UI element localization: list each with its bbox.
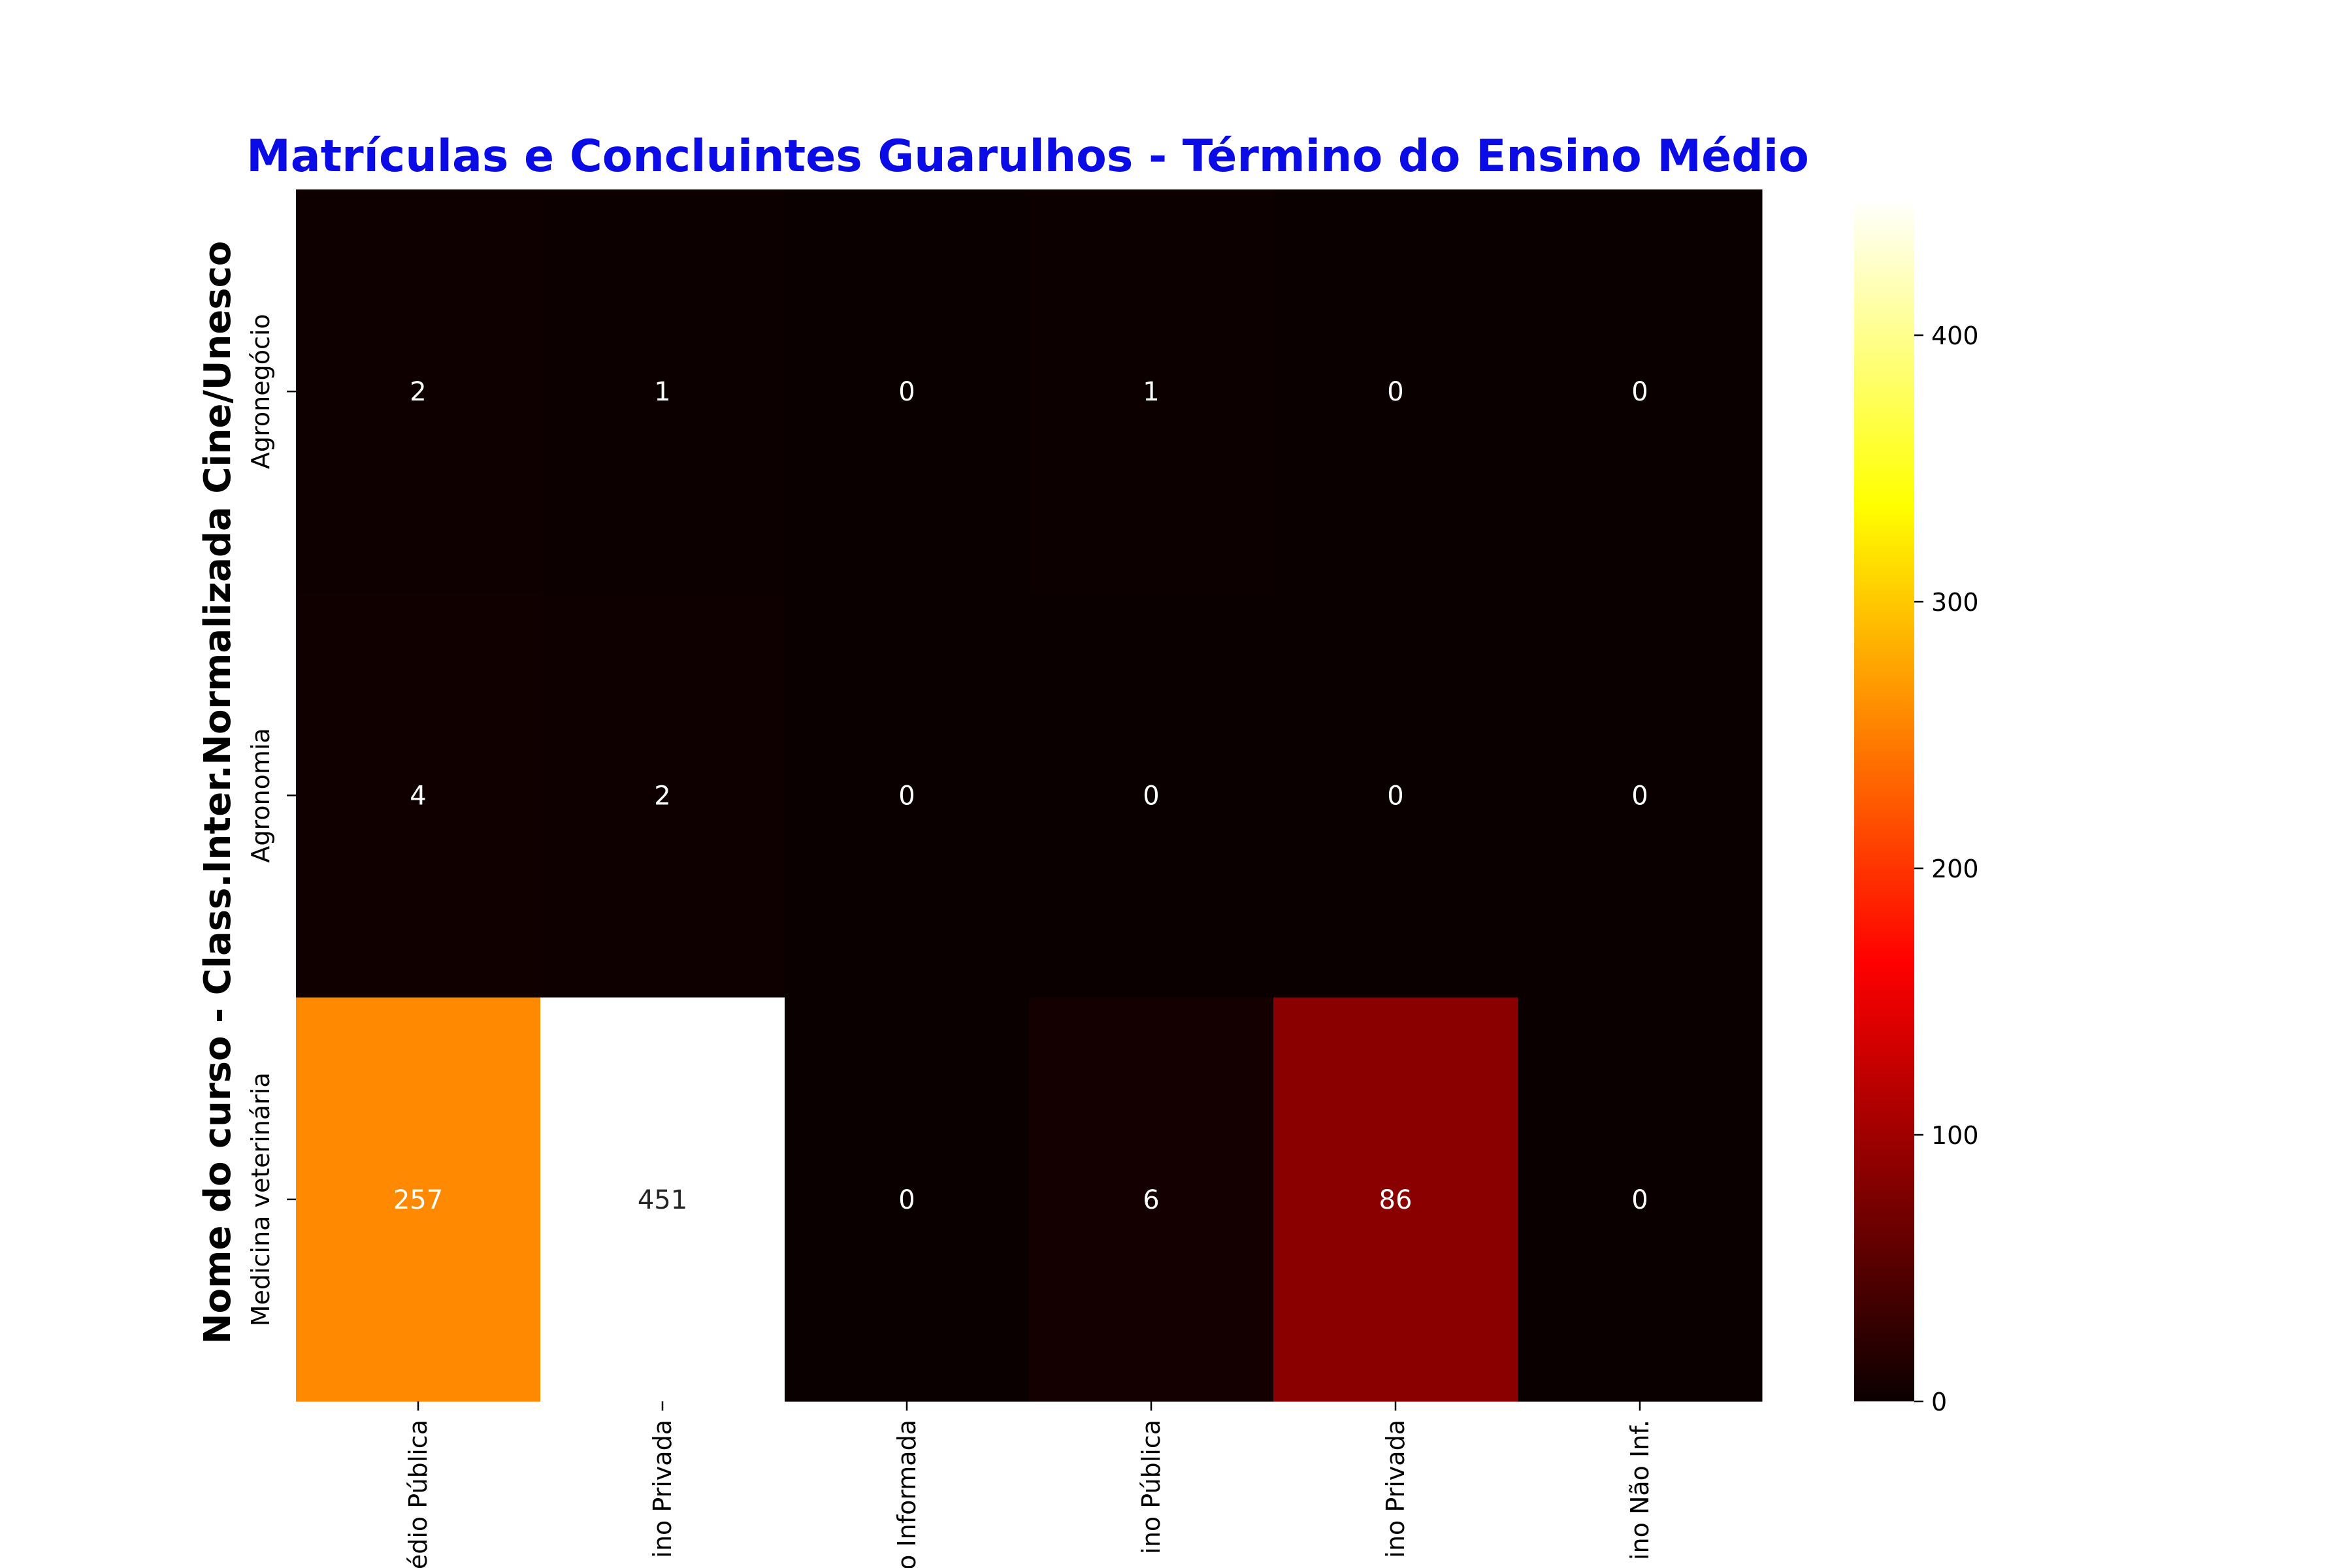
- cell-value-label: 4: [410, 781, 426, 811]
- heatmap-cell: [785, 593, 1030, 998]
- heatmap-cell: [296, 997, 541, 1402]
- heatmap-cell: [1029, 997, 1274, 1402]
- x-axis-ticks: édio Pública ino Privada o Informada ino Pú…: [404, 1401, 1654, 1568]
- heatmap-cell: [540, 593, 785, 998]
- cell-value-label: 1: [654, 377, 670, 407]
- colorbar-tick-label: 100: [1931, 1121, 1979, 1150]
- cell-value-label: 1: [1143, 377, 1159, 407]
- heatmap-cell: [785, 997, 1030, 1402]
- x-tick-label: ino Não Inf.: [1625, 1420, 1654, 1560]
- heatmap-cell-labels: 2 1 0 1 0 0 4 2 0 0 0 0 257 451 0 6 86 0: [393, 377, 1648, 1215]
- y-tick-label: Agronegócio: [246, 314, 275, 469]
- heatmap-cell: [540, 997, 785, 1402]
- cell-value-label: 2: [654, 781, 670, 811]
- cell-value-label: 6: [1143, 1185, 1159, 1215]
- heatmap-cell: [296, 593, 541, 998]
- heatmap-cell: [540, 189, 785, 594]
- cell-value-label: 0: [1387, 377, 1403, 407]
- y-axis-ticks: Agronegócio Agronomia Medicina veterinária: [246, 314, 296, 1326]
- heatmap-cell: [1273, 593, 1518, 998]
- cell-value-label: 86: [1379, 1185, 1413, 1215]
- x-tick-label: o Informada: [892, 1420, 921, 1568]
- colorbar-tick-label: 400: [1931, 321, 1979, 350]
- y-tick-label: Agronomia: [246, 728, 275, 862]
- cell-value-label: 257: [393, 1185, 443, 1215]
- cell-value-label: 451: [638, 1185, 687, 1215]
- heatmap-cell: [1029, 593, 1274, 998]
- heatmap-cells: [296, 189, 1763, 1402]
- colorbar: 0 100 200 300 400: [1854, 199, 1979, 1416]
- chart-title: Matrículas e Concluintes Guarulhos - Tér…: [246, 131, 1809, 182]
- heatmap-cell: [1029, 189, 1274, 594]
- x-tick-label: ino Privada: [648, 1420, 677, 1558]
- x-tick-label: édio Pública: [404, 1420, 433, 1568]
- heatmap-cell: [1273, 189, 1518, 594]
- colorbar-gradient: [1854, 199, 1914, 1401]
- heatmap-cell: [785, 189, 1030, 594]
- x-tick-label: ino Privada: [1381, 1420, 1410, 1558]
- cell-value-label: 2: [410, 377, 426, 407]
- colorbar-tick-label: 200: [1931, 855, 1979, 883]
- heatmap-cell: [1518, 593, 1763, 998]
- cell-value-label: 0: [1387, 781, 1403, 811]
- cell-value-label: 0: [1631, 1185, 1648, 1215]
- cell-value-label: 0: [1631, 377, 1648, 407]
- cell-value-label: 0: [1143, 781, 1159, 811]
- x-tick-label: ino Pública: [1137, 1420, 1166, 1554]
- heatmap-cell: [1273, 997, 1518, 1402]
- cell-value-label: 0: [898, 377, 915, 407]
- colorbar-tick-label: 300: [1931, 588, 1979, 617]
- heatmap-cell: [1518, 997, 1763, 1402]
- cell-value-label: 0: [1631, 781, 1648, 811]
- colorbar-tick-label: 0: [1931, 1388, 1947, 1416]
- heatmap-cell: [1518, 189, 1763, 594]
- heatmap-cell: [296, 189, 541, 594]
- cell-value-label: 0: [898, 1185, 915, 1215]
- y-tick-label: Medicina veterinária: [246, 1072, 275, 1326]
- y-axis-label: Nome do curso - Class.Inter.Normalizada …: [197, 241, 239, 1344]
- cell-value-label: 0: [898, 781, 915, 811]
